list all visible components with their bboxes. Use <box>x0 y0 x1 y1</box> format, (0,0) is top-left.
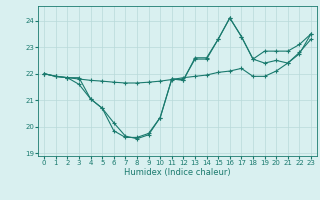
X-axis label: Humidex (Indice chaleur): Humidex (Indice chaleur) <box>124 168 231 177</box>
